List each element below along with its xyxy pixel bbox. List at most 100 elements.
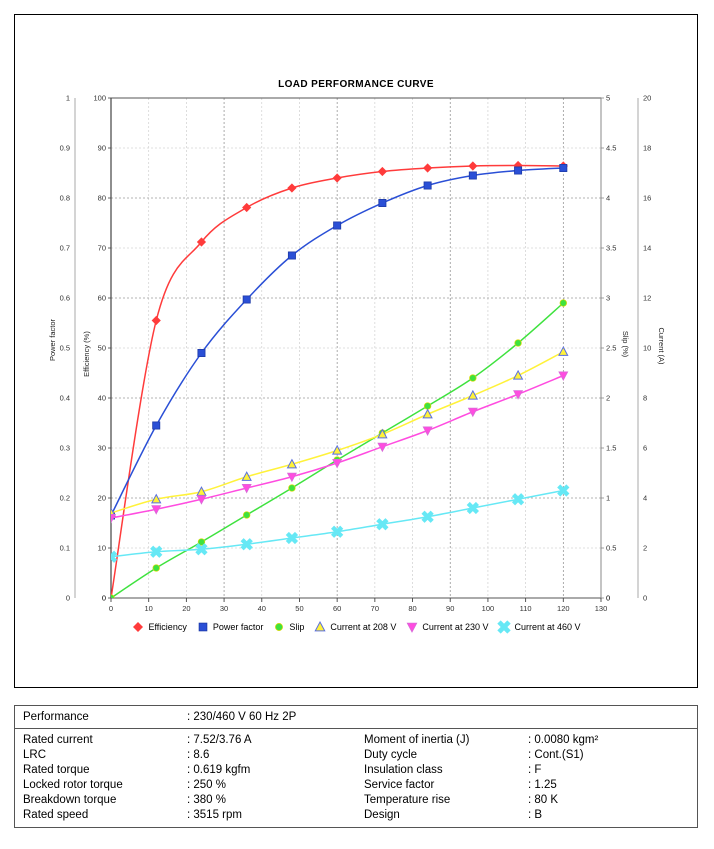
x-tick-label: 90 [446,604,454,613]
x-tick-label: 80 [408,604,416,613]
series-current-at-230-v [111,371,569,524]
x-tick-label: 70 [371,604,379,613]
square-marker [152,421,161,430]
legend-item[interactable]: Current at 460 V [497,620,581,634]
slip-tick-label: 1 [606,494,610,503]
efficiency-tick-label: 40 [98,394,106,403]
x-tick-label: 0 [109,604,113,613]
triangle-up-marker [241,471,252,481]
spec-row: Service factor 1.25 [356,777,697,792]
spec-row-value: 80 K [528,794,697,806]
cross-marker [150,545,163,558]
triangle-down-marker [467,407,478,418]
efficiency-tick-label: 100 [93,94,106,103]
chart-title: LOAD PERFORMANCE CURVE [278,79,434,90]
slip-tick-label: 4 [606,194,610,203]
pf-tick-label: 0.8 [60,194,70,203]
slip-tick-label: 3.5 [606,244,616,253]
pf-tick-label: 0.1 [60,544,70,553]
spec-row-value: 0.0080 kgm² [528,734,697,746]
spec-row-key: Design [364,808,400,821]
efficiency-tick-label: 70 [98,244,106,253]
current-tick-label: 4 [643,494,647,503]
performance-spec-table: Performance 230/460 V 60 Hz 2P Rated cur… [14,705,698,828]
series-efficiency [111,160,568,598]
efficiency-tick-label: 0 [102,594,106,603]
current-tick-label: 10 [643,344,651,353]
triangle-down-marker [407,622,418,633]
circle-marker [111,594,115,598]
legend-item[interactable]: Efficiency [131,620,187,634]
cross-marker [285,531,299,545]
slip-tick-label: 0.5 [606,544,616,553]
spec-row: Breakdown torque 380 % [15,792,356,807]
legend-item[interactable]: Slip [272,620,304,634]
legend-item[interactable]: Current at 230 V [405,620,488,634]
cross-marker [497,620,512,634]
diamond-marker [287,183,297,193]
legend-item[interactable]: Power factor [196,620,264,634]
circle-marker [423,402,432,410]
square-marker [514,166,523,175]
spec-row-value: 3515 rpm [187,809,356,821]
chart-legend: Efficiency Power factor Slip Current at 208… [15,620,697,634]
legend-item[interactable]: Current at 208 V [313,620,396,634]
cross-marker [421,510,434,523]
circle-marker [288,484,296,492]
slip-tick-label: 1.5 [606,444,616,453]
triangle-up-marker [314,620,326,632]
x-tick-label: 100 [482,604,495,613]
current-tick-label: 6 [643,444,647,453]
spec-row: Moment of inertia (J) 0.0080 kgm² [356,732,697,747]
legend-label: Current at 460 V [514,621,581,632]
spec-column-right: Moment of inertia (J) 0.0080 kgm² Duty cyc… [356,732,697,822]
spec-row: Rated speed 3515 rpm [15,807,356,822]
current-tick-label: 2 [643,544,647,553]
spec-row-key: Rated torque [23,763,90,776]
diamond-marker [133,622,144,632]
spec-row: Locked rotor torque 250 % [15,777,356,792]
slip-tick-label: 2.5 [606,344,616,353]
spec-row-key: Moment of inertia (J) [364,733,470,746]
spec-row-value: 1.25 [528,779,697,791]
legend-label: Power factor [212,621,264,632]
triangle-up-marker [151,493,162,504]
efficiency-tick-label: 20 [98,494,106,503]
pf-tick-label: 0.2 [60,494,70,503]
spec-row-key: Breakdown torque [23,793,117,806]
efficiency-tick-label: 10 [98,544,106,553]
x-tick-label: 20 [182,604,190,613]
square-marker [198,622,208,632]
triangle-down-marker [111,514,117,524]
triangle-down-marker [196,495,207,505]
cross-marker [195,543,208,556]
x-tick-label: 130 [595,604,608,613]
circle-marker [559,299,567,307]
diamond-marker [423,163,433,173]
triangle-down-marker [377,442,388,453]
legend-label: Efficiency [148,621,187,632]
square-marker [559,164,568,172]
spec-row-key: Duty cycle [364,748,418,761]
cross-marker [240,538,253,551]
spec-row-value: 250 % [187,779,356,791]
power-factor-axis-title: Power factor [48,318,57,361]
spec-row-value: F [528,764,697,776]
triangle-down-marker [332,459,343,469]
triangle-up-marker [331,444,343,455]
x-axis-right-zero-label: 0 [606,594,610,603]
current-tick-label: 8 [643,394,647,403]
chart-panel: LOAD PERFORMANCE CURVE 0 0 0 0 0.1 10 0.5 2 0.2 2… [14,14,698,688]
spec-header-value: 230/460 V 60 Hz 2P [187,711,697,723]
circle-marker [197,538,206,546]
square-marker [287,251,296,260]
load-performance-chart: 0 0 0 00.1 10 0.5 20.2 20 1 40.3 30 1.5 60.4 40 2 80.5 5… [48,94,666,613]
square-marker [197,349,206,357]
triangle-up-marker [512,369,524,380]
spec-row-key: Insulation class [364,763,443,776]
spec-row-value: 380 % [187,794,356,806]
spec-row: Rated current 7.52/3.76 A [15,732,356,747]
